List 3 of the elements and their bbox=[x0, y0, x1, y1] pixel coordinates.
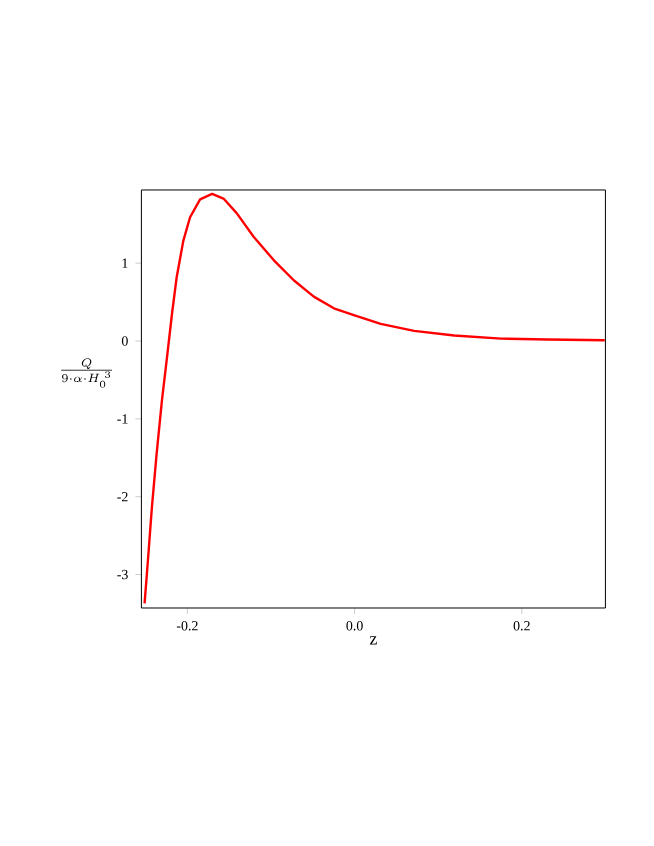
y-axis-title: $\frac{Q}{9\cdot\alpha\cdot H_0^{\;3}}$ bbox=[61, 358, 112, 388]
x-axis-title: z bbox=[369, 636, 377, 645]
line-series bbox=[143, 192, 606, 605]
